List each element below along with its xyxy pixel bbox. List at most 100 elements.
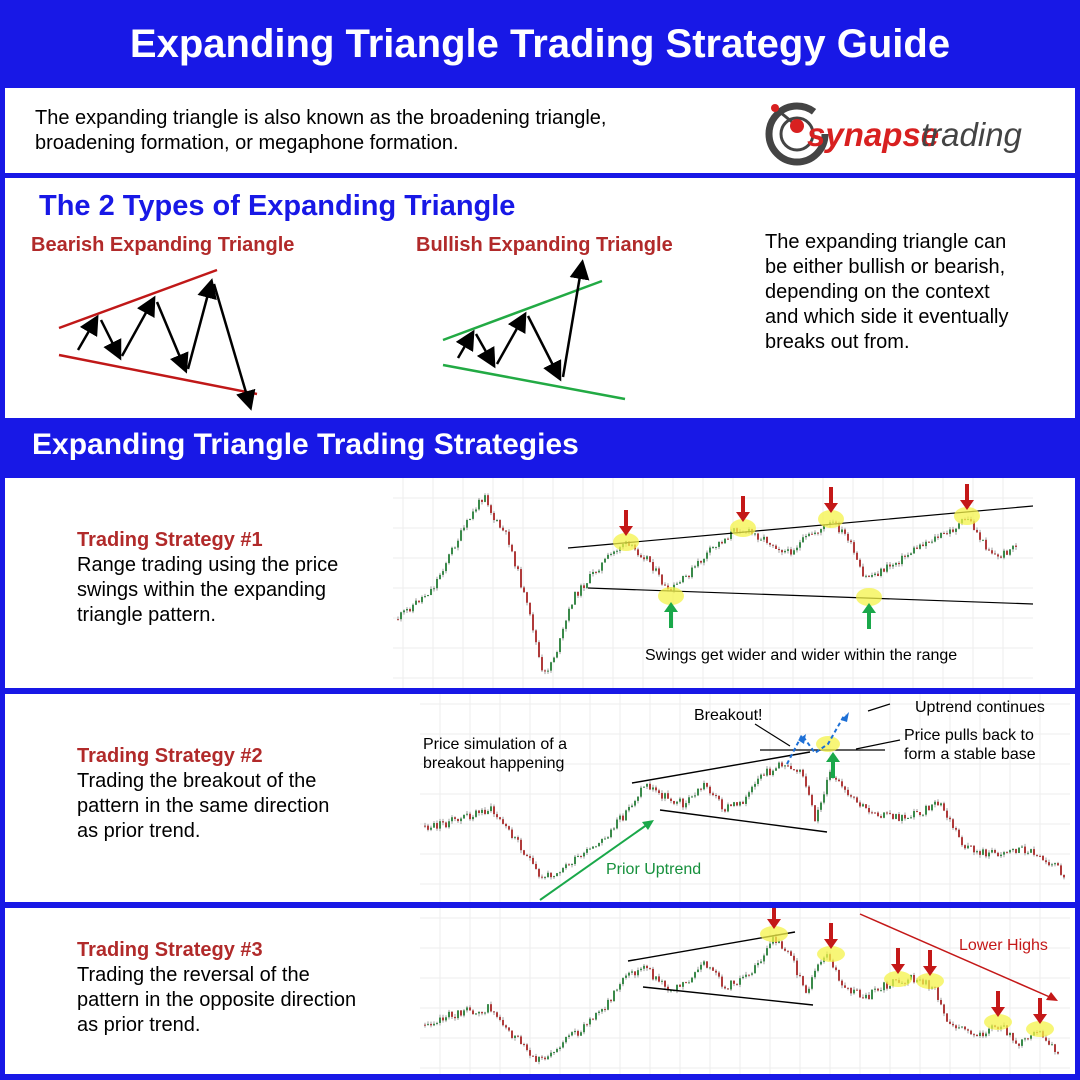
- candle: [520, 839, 522, 851]
- candle: [640, 787, 642, 797]
- candle: [1057, 863, 1059, 866]
- candle: [865, 994, 867, 999]
- candle: [538, 868, 540, 877]
- candle: [703, 961, 705, 965]
- candle: [973, 521, 975, 530]
- candle: [1003, 852, 1005, 855]
- candle: [511, 829, 513, 838]
- candle: [433, 823, 435, 828]
- candle: [991, 550, 993, 554]
- candle: [1063, 874, 1065, 878]
- candle: [883, 568, 885, 572]
- candle: [964, 845, 966, 849]
- candle: [934, 801, 936, 805]
- candle: [847, 789, 849, 796]
- candle: [505, 823, 507, 827]
- candle: [610, 829, 612, 838]
- candle: [613, 551, 615, 554]
- candle: [1021, 846, 1023, 848]
- candle: [490, 505, 492, 513]
- candle: [1024, 846, 1026, 854]
- candle: [913, 811, 915, 818]
- types-description: The expanding triangle can be either bul…: [765, 230, 1055, 355]
- candle: [601, 562, 603, 571]
- candle: [1048, 1040, 1050, 1045]
- candle: [607, 837, 609, 839]
- description-line: depending on the context: [765, 281, 990, 303]
- candle: [679, 798, 681, 802]
- candle: [931, 541, 933, 543]
- candle: [475, 810, 477, 817]
- strategy-1-text: Trading Strategy #1 Range trading using …: [77, 528, 387, 628]
- candle: [880, 990, 882, 992]
- candle: [1036, 854, 1038, 856]
- candle: [505, 530, 507, 532]
- candle: [775, 768, 777, 771]
- candle: [724, 538, 726, 544]
- candle: [610, 999, 612, 1002]
- strategy-1-caption: Swings get wider and wider within the ra…: [645, 647, 958, 664]
- strategy-2-panel: Trading Strategy #2 Trading the breakout…: [5, 694, 1075, 902]
- candle: [928, 805, 930, 811]
- candle: [787, 765, 789, 767]
- candle: [1027, 852, 1029, 854]
- candle: [766, 768, 768, 776]
- candle: [574, 856, 576, 865]
- candle: [988, 1028, 990, 1034]
- candle: [529, 856, 531, 858]
- candle: [661, 980, 663, 982]
- candle: [466, 1007, 468, 1011]
- candle: [841, 980, 843, 986]
- candle: [811, 977, 813, 989]
- candle: [598, 570, 600, 573]
- candle: [712, 793, 714, 796]
- continuation-arrowhead: [841, 712, 849, 722]
- strategy-line: Trading the reversal of the: [77, 964, 310, 986]
- candle: [793, 550, 795, 555]
- candle: [682, 798, 684, 808]
- candle: [1015, 849, 1017, 853]
- candle: [796, 960, 798, 976]
- candle: [457, 1010, 459, 1019]
- candle: [721, 976, 723, 987]
- candle: [787, 549, 789, 551]
- candle: [427, 1023, 429, 1025]
- candle: [445, 563, 447, 572]
- candle: [490, 806, 492, 812]
- candle: [817, 532, 819, 534]
- candle: [433, 1023, 435, 1026]
- intro-panel: The expanding triangle is also known as …: [5, 88, 1075, 173]
- candle: [562, 1042, 564, 1048]
- bearish-triangle-diagram: [58, 259, 626, 411]
- candle: [649, 968, 651, 970]
- candle: [592, 571, 594, 575]
- candle: [475, 1013, 477, 1015]
- candle: [817, 809, 819, 822]
- candle: [712, 546, 714, 548]
- candle: [892, 813, 894, 819]
- lower-highs-annotation: Lower Highs: [959, 937, 1048, 954]
- candle: [760, 539, 762, 541]
- candle: [397, 619, 399, 621]
- candle: [916, 547, 918, 549]
- candle: [544, 877, 546, 879]
- green-up-arrow-icon: [664, 602, 678, 612]
- candle: [526, 592, 528, 603]
- candle: [979, 851, 981, 855]
- candle: [415, 600, 417, 605]
- candle: [877, 988, 879, 991]
- intro-text: The expanding triangle is also known as …: [35, 106, 735, 156]
- prior-uptrend-arrowhead: [642, 820, 654, 830]
- candle: [676, 801, 678, 804]
- candle: [952, 529, 954, 532]
- candle: [547, 1056, 549, 1060]
- candle: [448, 1011, 450, 1018]
- candle: [643, 786, 645, 788]
- candle: [640, 968, 642, 971]
- candle: [478, 499, 480, 510]
- triangle-lower-line: [587, 587, 1033, 605]
- candle: [763, 536, 765, 540]
- strategy-line: Trading the breakout of the: [77, 770, 317, 792]
- candle: [901, 555, 903, 565]
- candle: [577, 591, 579, 596]
